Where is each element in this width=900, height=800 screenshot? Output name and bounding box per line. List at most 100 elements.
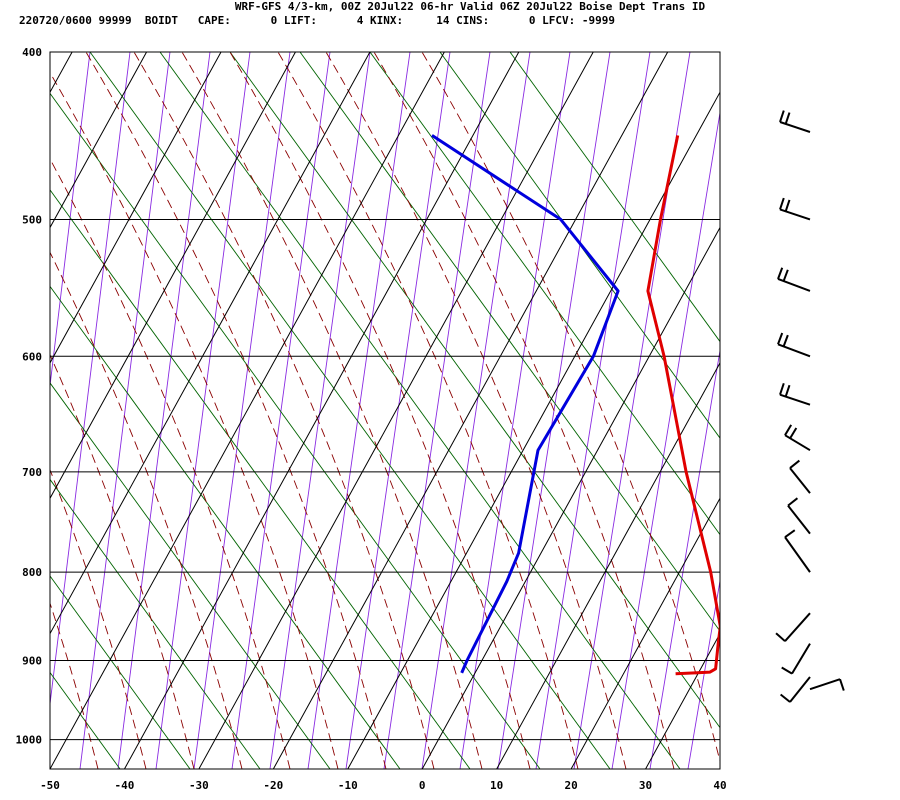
dry-adiabat	[229, 52, 720, 729]
mixing-ratio-line	[193, 52, 291, 769]
isotherm-line	[50, 52, 445, 769]
moist-adiabat	[325, 52, 627, 769]
mixing-ratio-line	[345, 52, 451, 769]
sounding-stats: 220720/0600 99999 BOIDT CAPE: 0 LIFT: 4 …	[19, 14, 616, 27]
moist-adiabat	[50, 353, 195, 769]
dry-adiabat	[50, 189, 471, 769]
temperature-tick-label: 30	[639, 779, 652, 792]
mixing-ratio-line	[611, 109, 720, 769]
isotherm-line	[570, 497, 720, 769]
temperature-tick-labels: -50 -40 -30 -20 -10 0 10 20 30 40	[40, 779, 727, 792]
temperature-tick-label: 0	[419, 779, 426, 792]
wind-barb	[809, 678, 845, 691]
isotherm-line	[719, 767, 720, 769]
isotherm-isobar-grid	[50, 52, 720, 769]
temperature-tick-label: 40	[713, 779, 726, 792]
moist-adiabat	[133, 52, 435, 769]
mixing-ratio-line	[687, 578, 720, 769]
dry-adiabat	[369, 52, 720, 536]
dry-adiabats	[50, 52, 720, 769]
mixing-ratio-line	[50, 52, 91, 390]
moist-adiabat	[421, 52, 720, 764]
wind-barbs	[775, 110, 845, 703]
isotherm-line	[347, 91, 720, 769]
dry-adiabat	[159, 52, 681, 769]
isotherm-line	[50, 52, 148, 229]
moist-adiabat	[229, 52, 531, 769]
pressure-tick-label: 700	[22, 466, 42, 479]
moist-adiabat	[373, 52, 675, 769]
mixing-ratio-line	[155, 52, 251, 769]
dry-adiabat	[50, 478, 261, 769]
wind-barb	[780, 676, 811, 703]
wind-barb	[781, 643, 811, 675]
wind-barb	[779, 197, 811, 221]
dry-adiabat	[439, 52, 720, 439]
mixing-ratio-line	[535, 52, 651, 769]
temperature-tick-label: -20	[263, 779, 283, 792]
pressure-tick-labels: 400 500 600 700 800 900 1000	[16, 46, 43, 747]
isotherm-line	[50, 52, 296, 500]
moist-adiabat	[277, 52, 579, 769]
wind-barb	[775, 612, 811, 642]
temperature-tick-label: 10	[490, 779, 503, 792]
chart-title: WRF-GFS 4/3-km, 00Z 20Jul22 06-hr Valid …	[234, 0, 706, 13]
temperature-tick-label: 20	[564, 779, 577, 792]
dry-adiabat	[50, 671, 121, 769]
moist-adiabat	[50, 71, 339, 769]
moist-adiabat	[50, 251, 243, 769]
wind-barb	[777, 332, 811, 358]
dry-adiabat	[50, 575, 191, 769]
isotherm-line	[50, 52, 371, 635]
wind-barb	[789, 459, 811, 494]
dry-adiabat	[509, 52, 720, 343]
wind-barb	[784, 529, 811, 573]
isotherm-line	[50, 52, 222, 364]
isotherm-line	[124, 52, 520, 769]
temperature-tick-label: -10	[338, 779, 358, 792]
isotherm-line	[645, 632, 720, 769]
pressure-tick-label: 1000	[16, 734, 43, 747]
pressure-tick-label: 900	[22, 655, 42, 668]
isotherm-line	[272, 52, 669, 769]
moist-adiabats	[0, 52, 720, 769]
pressure-tick-label: 500	[22, 213, 42, 226]
moist-adiabat	[85, 52, 387, 769]
wind-barb	[777, 267, 811, 292]
mixing-ratio-line	[117, 52, 211, 769]
dry-adiabat	[50, 382, 331, 769]
pressure-tick-label: 400	[22, 46, 42, 59]
moist-adiabat	[50, 601, 99, 769]
temperature-profile-line	[646, 135, 720, 676]
moist-adiabat	[50, 468, 147, 769]
temperature-tick-label: -50	[40, 779, 60, 792]
isotherm-line	[421, 226, 720, 769]
dry-adiabat	[50, 92, 541, 769]
mixing-ratio-line	[459, 52, 571, 769]
dry-adiabat	[50, 285, 401, 769]
temperature-tick-label: -30	[189, 779, 209, 792]
dry-adiabat	[89, 52, 611, 769]
mixing-ratio-line	[307, 52, 411, 769]
dewpoint-profile-line	[431, 134, 620, 674]
isotherm-line	[198, 52, 594, 769]
wind-barb	[787, 497, 811, 535]
wind-barb	[779, 382, 811, 406]
mixing-ratio-line	[649, 348, 720, 769]
mixing-ratio-line	[269, 52, 371, 769]
pressure-tick-label: 800	[22, 566, 42, 579]
mixing-ratio-line	[421, 52, 531, 769]
sounding-profiles	[431, 134, 720, 676]
mixing-ratio-line	[383, 52, 491, 769]
mixing-ratio-line	[231, 52, 331, 769]
wind-barb	[784, 424, 811, 452]
temperature-tick-label: -40	[115, 779, 135, 792]
wind-barb	[779, 110, 811, 133]
mixing-ratio-line	[50, 52, 131, 708]
mixing-ratio-line	[79, 52, 171, 769]
plot-frame	[49, 51, 721, 770]
moist-adiabat	[0, 52, 2, 769]
isotherm-line	[496, 361, 720, 769]
moist-adiabat	[50, 158, 291, 769]
